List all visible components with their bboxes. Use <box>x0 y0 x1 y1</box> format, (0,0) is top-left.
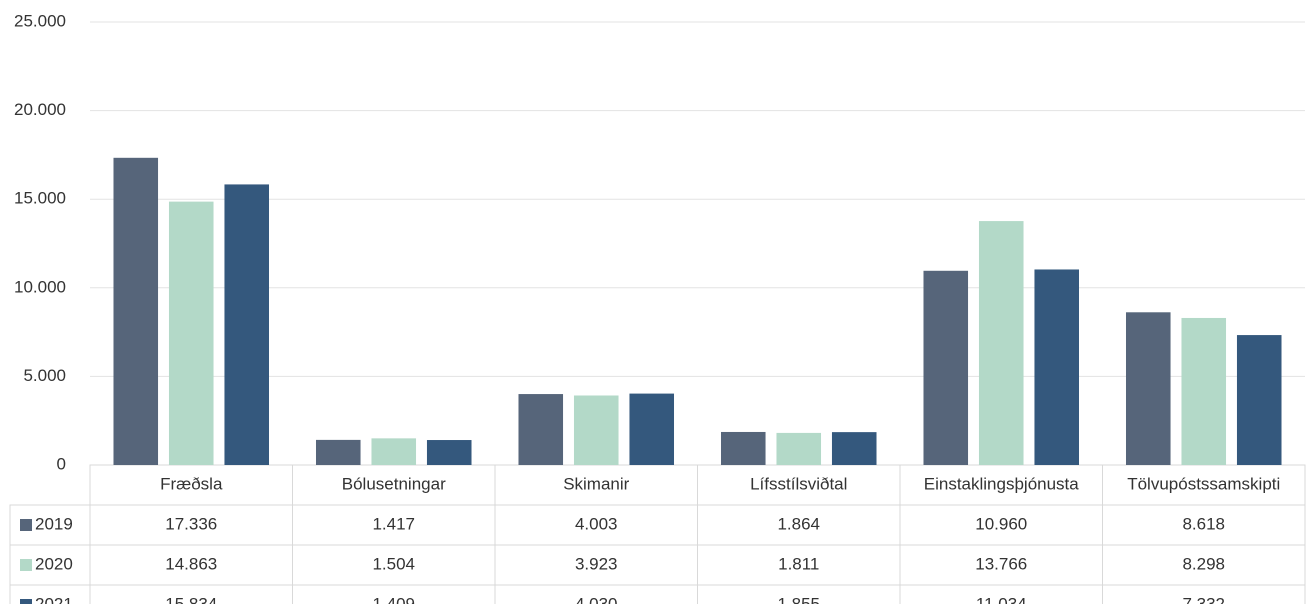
data-label: 13.766 <box>975 554 1027 573</box>
bar <box>831 432 877 465</box>
data-label: 15.834 <box>165 594 217 604</box>
bar <box>518 394 564 465</box>
y-tick-label: 5.000 <box>23 366 66 385</box>
bar <box>113 157 159 465</box>
table-cell <box>494 584 698 604</box>
data-label: 1.864 <box>777 514 820 533</box>
x-tick-label: Fræðsla <box>160 474 223 493</box>
legend-label: 2019 <box>35 514 73 533</box>
data-label: 7.332 <box>1182 594 1225 604</box>
x-tick-label: Einstaklingsþjónusta <box>924 474 1080 493</box>
data-label: 4.003 <box>575 514 618 533</box>
legend-swatch <box>20 559 32 571</box>
data-label: 4.030 <box>575 594 618 604</box>
y-tick-label: 20.000 <box>14 100 66 119</box>
y-tick-label: 0 <box>57 454 66 473</box>
bar <box>923 270 969 465</box>
data-label: 14.863 <box>165 554 217 573</box>
data-label: 11.034 <box>976 594 1027 604</box>
x-tick-label: Lífsstílsviðtal <box>750 474 847 493</box>
legend-swatch <box>20 599 32 604</box>
bar <box>776 432 822 465</box>
data-label: 10.960 <box>975 514 1027 533</box>
bar <box>629 393 675 465</box>
data-label: 1.855 <box>777 594 820 604</box>
y-tick-label: 25.000 <box>14 11 66 30</box>
bar <box>1181 317 1227 465</box>
bar <box>315 439 361 465</box>
data-label: 8.618 <box>1182 514 1225 533</box>
data-label: 1.811 <box>778 554 819 573</box>
x-tick-label: Bólusetningar <box>342 474 446 493</box>
data-label: 17.336 <box>165 514 217 533</box>
table-cell <box>89 584 293 604</box>
bar <box>1034 269 1080 465</box>
bar <box>224 184 270 466</box>
bar <box>168 201 214 466</box>
table-cell <box>9 584 91 604</box>
legend-label: 2020 <box>35 554 73 573</box>
x-tick-label: Tölvupóstssamskipti <box>1127 474 1280 493</box>
x-tick-label: Skimanir <box>563 474 629 493</box>
bar <box>1236 335 1282 465</box>
y-tick-label: 15.000 <box>14 189 66 208</box>
bar <box>978 221 1024 465</box>
bar <box>426 440 472 465</box>
data-label: 3.923 <box>575 554 618 573</box>
data-label: 1.409 <box>372 594 415 604</box>
y-tick-label: 10.000 <box>14 277 66 296</box>
legend-swatch <box>20 519 32 531</box>
legend-label: 2021 <box>35 594 73 604</box>
data-label: 8.298 <box>1182 554 1225 573</box>
bar <box>573 395 619 465</box>
table-cell <box>292 584 496 604</box>
table-cell <box>697 584 901 604</box>
data-label: 1.417 <box>372 514 415 533</box>
bar <box>371 438 417 465</box>
bar <box>1125 312 1171 465</box>
data-label: 1.504 <box>372 554 415 573</box>
table-cell <box>1102 584 1306 604</box>
bar <box>720 431 766 465</box>
table-cell <box>899 584 1103 604</box>
